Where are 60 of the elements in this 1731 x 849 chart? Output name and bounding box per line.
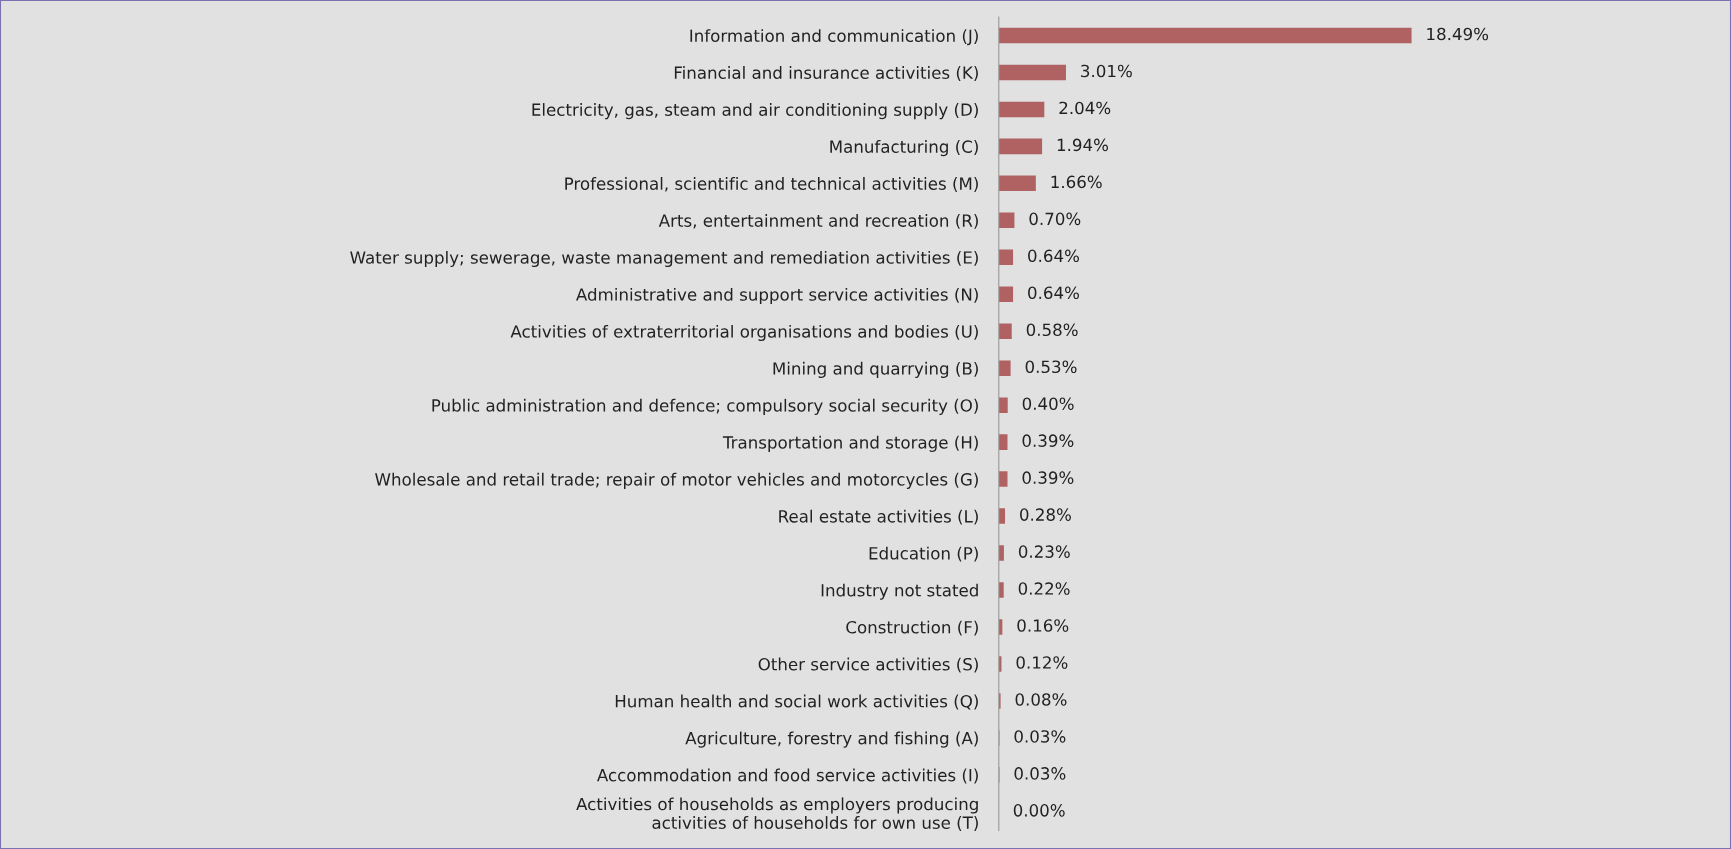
y-tick-label: Other service activities (S)	[758, 657, 978, 673]
bar	[998, 397, 1008, 413]
y-tick-label: Agriculture, forestry and fishing (A)	[685, 731, 978, 748]
y-tick-label: Wholesale and retail trade; repair of motor vehicles and motorcycles (G)	[375, 472, 978, 489]
y-tick-label: Accommodation and food service activities (I)	[597, 768, 978, 784]
data-label: 0.12%	[1016, 656, 1068, 669]
y-tick-label: Construction (F)	[846, 620, 978, 636]
y-tick-label: Public administration and defence; compulsory social security (O)	[432, 398, 978, 415]
data-label: 0.64%	[1028, 286, 1079, 300]
data-label: 0.70%	[1029, 212, 1081, 226]
data-label: 0.03%	[1014, 730, 1066, 743]
y-tick-label: Electricity, gas, steam and air conditioning supply (D)	[532, 103, 978, 120]
y-tick-label: Water supply; sewerage, waste management and remediation activities (E)	[350, 250, 978, 268]
y-tick-label: Arts, entertainment and recreation (R)	[658, 213, 978, 229]
y-tick-label: Transportation and storage (H)	[722, 435, 978, 452]
data-label: 0.58%	[1026, 323, 1078, 337]
bar	[998, 582, 1004, 598]
y-tick-label: Financial and insurance activities (K)	[674, 66, 978, 81]
y-tick-label: Industry not stated	[821, 583, 978, 600]
data-label: 0.28%	[1020, 508, 1071, 521]
bar	[998, 286, 1014, 303]
bar	[998, 138, 1043, 155]
bar	[998, 545, 1004, 561]
data-label: 3.01%	[1081, 64, 1132, 78]
data-label: 0.64%	[1028, 249, 1079, 263]
y-tick-label: Real estate activities (L)	[779, 509, 978, 525]
bar	[998, 212, 1015, 229]
data-label: 0.23%	[1018, 545, 1070, 558]
bar	[998, 323, 1012, 339]
data-label: 2.04%	[1059, 101, 1111, 115]
bar	[998, 64, 1066, 81]
y-tick-label: Manufacturing (C)	[830, 140, 978, 157]
bar	[998, 508, 1006, 524]
data-label: 0.39%	[1022, 471, 1074, 484]
bar	[998, 27, 1412, 44]
y-tick-label: Professional, scientific and technical activities (M)	[565, 177, 978, 192]
data-label: 0.53%	[1025, 360, 1077, 374]
y-tick-label: Activities of extraterritorial organisations and bodies (U)	[510, 324, 978, 342]
bar	[998, 249, 1014, 266]
data-label: 0.08%	[1015, 693, 1067, 706]
data-label: 1.94%	[1057, 138, 1109, 152]
data-label: 0.03%	[1014, 767, 1066, 780]
bar	[998, 101, 1045, 118]
y-tick-label: Human health and social work activities (Q)	[615, 694, 978, 710]
data-label: 0.16%	[1017, 619, 1069, 632]
data-label: 0.22%	[1018, 582, 1070, 595]
bar	[998, 175, 1036, 192]
bar	[998, 360, 1011, 376]
data-label: 1.66%	[1051, 175, 1102, 189]
data-label: 18.49%	[1427, 27, 1489, 41]
bar	[998, 471, 1008, 487]
y-tick-label: Activities of households as employers producing activities of households for own use (T)	[576, 797, 978, 831]
y-tick-label: Administrative and support service activities (N)	[576, 287, 978, 305]
bar	[998, 434, 1008, 450]
y-tick-label: Mining and quarrying (B)	[773, 361, 978, 378]
y-tick-label: Information and communication (J)	[690, 29, 978, 46]
data-label: 0.40%	[1022, 397, 1074, 410]
y-tick-label: Education (P)	[869, 546, 978, 562]
data-label: 0.39%	[1022, 434, 1074, 447]
data-label: 0.00%	[1013, 804, 1065, 817]
